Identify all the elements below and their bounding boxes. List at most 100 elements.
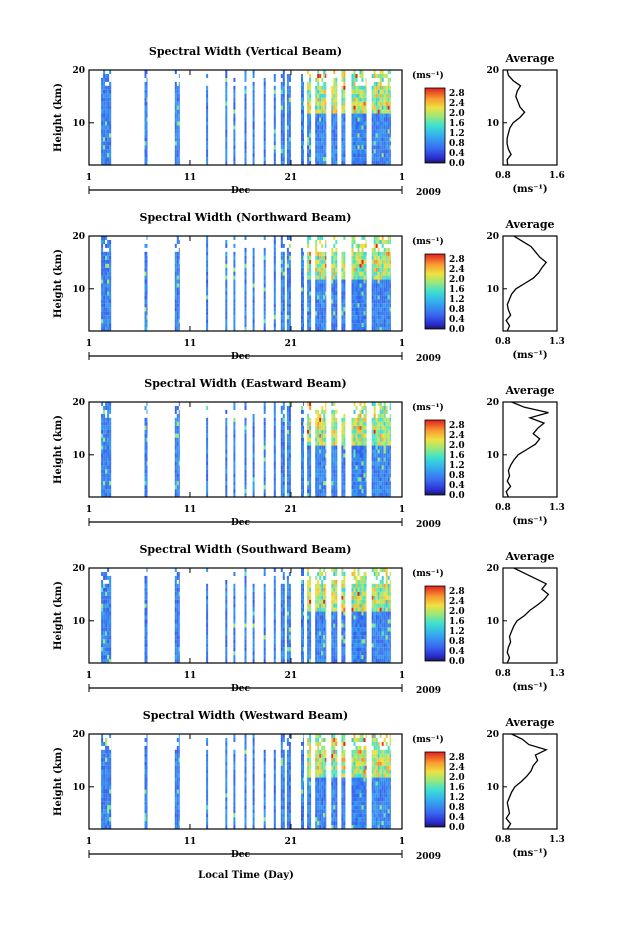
heatmap-cell	[176, 255, 179, 260]
heatmap-cell	[387, 97, 390, 102]
heatmap-cell	[341, 133, 344, 138]
heatmap-cell	[387, 425, 390, 430]
heatmap-cell	[375, 481, 378, 486]
heatmap-cell	[343, 429, 346, 434]
heatmap-cell	[333, 287, 336, 292]
heatmap-cell	[307, 133, 310, 138]
heatmap-cell	[206, 236, 209, 240]
heatmap-cell	[109, 453, 112, 458]
heatmap-cell	[341, 437, 344, 442]
heatmap-cell	[381, 129, 384, 134]
heatmap-cell	[286, 236, 289, 240]
heatmap-cell	[325, 303, 327, 308]
heatmap-cell	[383, 267, 386, 272]
heatmap-cell	[343, 327, 346, 331]
heatmap-cell	[315, 287, 318, 292]
heatmap-cell	[331, 465, 334, 470]
heatmap-cell	[244, 303, 247, 308]
heatmap-cell	[379, 453, 382, 458]
heatmap-cell	[174, 445, 177, 450]
heatmap-cell	[244, 259, 247, 264]
heatmap-cell	[365, 141, 367, 146]
heatmap-cell	[303, 315, 304, 320]
heatmap-cell	[335, 409, 338, 414]
heatmap-cell	[176, 85, 179, 90]
heatmap-cell	[341, 283, 344, 288]
heatmap-cell	[373, 117, 376, 122]
heatmap-cell	[105, 105, 108, 110]
heatmap-cell	[309, 145, 312, 150]
heatmap-cell	[280, 243, 283, 248]
heatmap-cell	[317, 461, 320, 466]
heatmap-cell	[373, 101, 376, 106]
heatmap-cell	[333, 421, 336, 426]
heatmap-cell	[233, 607, 236, 612]
heatmap-cell	[307, 299, 310, 304]
heatmap-cell	[373, 457, 376, 462]
heatmap-cell	[252, 275, 255, 280]
heatmap-cell	[206, 97, 209, 102]
heatmap-cell	[280, 149, 283, 154]
heatmap-cell	[381, 133, 384, 138]
heatmap-cell	[385, 311, 388, 316]
x-tick-label: 1	[86, 173, 92, 183]
heatmap-cell	[373, 279, 376, 284]
heatmap-cell	[315, 429, 318, 434]
heatmap-cell	[387, 105, 390, 110]
heatmap-cell	[375, 417, 378, 422]
heatmap-cell	[335, 145, 338, 150]
heatmap-cell	[317, 413, 320, 418]
heatmap-cell	[377, 445, 380, 450]
heatmap-cell	[225, 591, 228, 596]
heatmap-cell	[343, 157, 346, 162]
heatmap-cell	[383, 453, 386, 458]
heatmap-cell	[325, 97, 327, 102]
heatmap-cell	[225, 70, 228, 74]
heatmap-cell	[288, 89, 291, 94]
heatmap-cell	[375, 236, 378, 240]
heatmap-cell	[105, 85, 108, 90]
heatmap-cell	[363, 279, 366, 284]
heatmap-cell	[323, 481, 326, 486]
heatmap-cell	[176, 109, 179, 114]
heatmap-cell	[206, 311, 209, 316]
heatmap-cell	[273, 255, 276, 260]
heatmap-cell	[288, 457, 291, 462]
heatmap-cell	[351, 291, 354, 296]
heatmap-cell	[307, 489, 310, 494]
heatmap-cell	[385, 271, 388, 276]
heatmap-cell	[288, 251, 291, 256]
heatmap-cell	[317, 477, 320, 482]
heatmap-cell	[309, 105, 312, 110]
heatmap-cell	[341, 315, 344, 320]
heatmap-cell	[331, 469, 334, 474]
heatmap-cell	[387, 323, 390, 328]
heatmap-cell	[244, 595, 247, 600]
heatmap-cell	[341, 161, 344, 165]
heatmap-cell	[319, 137, 322, 142]
heatmap-cell	[178, 327, 180, 331]
heatmap-cell	[225, 583, 228, 588]
heatmap-cell	[381, 473, 384, 478]
heatmap-cell	[353, 271, 356, 276]
heatmap-cell	[178, 137, 180, 142]
heatmap-cell	[351, 145, 354, 150]
heatmap-cell	[146, 259, 148, 264]
heatmap-cell	[101, 579, 104, 584]
heatmap-cell	[286, 117, 289, 122]
heatmap-cell	[109, 129, 112, 134]
heatmap-cell	[225, 631, 228, 636]
heatmap-cell	[105, 121, 108, 126]
heatmap-cell	[371, 295, 374, 300]
heatmap-cell	[252, 307, 255, 312]
heatmap-cell	[146, 627, 148, 632]
heatmap-cell	[101, 141, 104, 146]
heatmap-cell	[343, 303, 346, 308]
heatmap-cell	[174, 311, 177, 316]
heatmap-cell	[206, 477, 209, 482]
heatmap-cell	[381, 109, 384, 114]
heatmap-cell	[363, 113, 366, 118]
heatmap-cell	[377, 137, 380, 142]
heatmap-cell	[371, 473, 374, 478]
heatmap-cell	[176, 153, 179, 158]
